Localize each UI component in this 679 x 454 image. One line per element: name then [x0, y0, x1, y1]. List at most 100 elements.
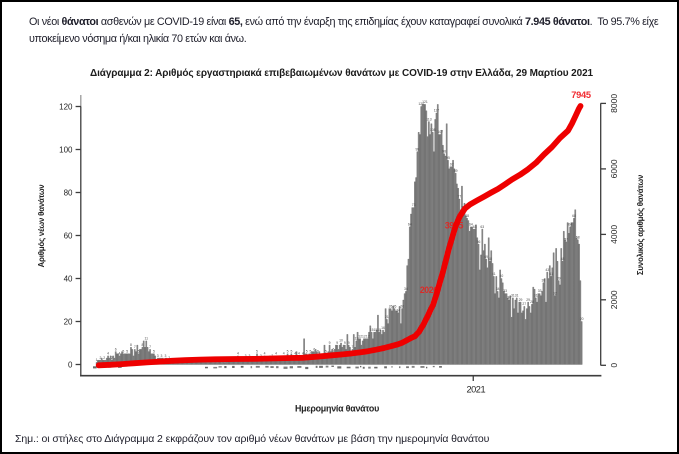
svg-text:12: 12 — [362, 334, 366, 338]
svg-text:2: 2 — [111, 356, 113, 360]
svg-text:8000: 8000 — [609, 94, 619, 113]
svg-text:5: 5 — [122, 349, 124, 353]
svg-text:77: 77 — [458, 195, 462, 199]
svg-text:2: 2 — [168, 356, 170, 360]
svg-text:31: 31 — [515, 294, 519, 298]
svg-text:12: 12 — [358, 334, 362, 338]
svg-text:31: 31 — [511, 294, 515, 298]
svg-text:9: 9 — [336, 341, 338, 345]
svg-text:4: 4 — [275, 352, 277, 356]
svg-text:4: 4 — [283, 352, 285, 356]
svg-text:120: 120 — [59, 102, 73, 111]
svg-text:3: 3 — [157, 354, 159, 358]
svg-text:120: 120 — [418, 102, 424, 106]
svg-text:5: 5 — [325, 349, 327, 353]
svg-text:121: 121 — [422, 100, 428, 104]
svg-text:3: 3 — [164, 354, 166, 358]
svg-text:34: 34 — [496, 287, 500, 291]
svg-text:63: 63 — [473, 225, 477, 229]
svg-text:8: 8 — [130, 343, 132, 347]
svg-text:33: 33 — [538, 289, 542, 293]
svg-text:80: 80 — [64, 188, 73, 197]
svg-text:6: 6 — [332, 347, 334, 351]
svg-text:24: 24 — [396, 309, 400, 313]
svg-text:98: 98 — [442, 150, 446, 154]
svg-text:11: 11 — [355, 337, 359, 341]
svg-text:58: 58 — [576, 236, 580, 240]
svg-text:10: 10 — [339, 339, 343, 343]
svg-text:107: 107 — [437, 130, 443, 134]
svg-text:3: 3 — [245, 354, 247, 358]
svg-text:4: 4 — [302, 352, 304, 356]
svg-text:60: 60 — [64, 231, 73, 240]
svg-text:92: 92 — [450, 162, 454, 166]
svg-text:26: 26 — [389, 304, 393, 308]
svg-text:Συνολικός αριθμός θανάτων: Συνολικός αριθμός θανάτων — [636, 174, 645, 275]
svg-text:4: 4 — [298, 352, 300, 356]
svg-text:64: 64 — [408, 223, 412, 227]
svg-text:6000: 6000 — [609, 159, 619, 178]
svg-text:5: 5 — [256, 349, 258, 353]
svg-text:63: 63 — [480, 225, 484, 229]
svg-text:2: 2 — [99, 356, 101, 360]
svg-text:20: 20 — [580, 317, 584, 321]
svg-text:3: 3 — [248, 354, 250, 358]
svg-text:3: 3 — [260, 354, 262, 358]
svg-text:7: 7 — [149, 345, 151, 349]
svg-text:95: 95 — [446, 156, 450, 160]
svg-text:8: 8 — [141, 343, 143, 347]
svg-text:64: 64 — [469, 223, 473, 227]
svg-text:11: 11 — [145, 337, 149, 341]
svg-text:21: 21 — [385, 315, 389, 319]
svg-text:5: 5 — [138, 349, 140, 353]
svg-text:40: 40 — [500, 274, 504, 278]
svg-text:4: 4 — [264, 352, 266, 356]
svg-text:5: 5 — [126, 349, 128, 353]
svg-text:5: 5 — [317, 349, 319, 353]
svg-text:32: 32 — [553, 291, 557, 295]
svg-text:5: 5 — [287, 349, 289, 353]
svg-text:4: 4 — [107, 352, 109, 356]
svg-text:Ημερομηνία θανάτου: Ημερομηνία θανάτου — [295, 404, 379, 414]
svg-text:2021: 2021 — [466, 385, 485, 395]
svg-text:9: 9 — [348, 341, 350, 345]
svg-text:15: 15 — [370, 328, 374, 332]
svg-text:108: 108 — [430, 128, 436, 132]
svg-text:26: 26 — [393, 304, 397, 308]
svg-text:100: 100 — [59, 145, 73, 154]
svg-text:68: 68 — [572, 214, 576, 218]
svg-text:40: 40 — [64, 274, 73, 283]
svg-text:26: 26 — [400, 304, 404, 308]
svg-text:4000: 4000 — [609, 225, 619, 244]
svg-text:4: 4 — [237, 352, 239, 356]
svg-text:15: 15 — [377, 328, 381, 332]
svg-text:5: 5 — [153, 349, 155, 353]
svg-text:5: 5 — [306, 349, 308, 353]
svg-text:57: 57 — [564, 238, 568, 242]
svg-text:7945: 7945 — [571, 90, 591, 100]
svg-text:41: 41 — [549, 272, 553, 276]
svg-text:4: 4 — [119, 352, 121, 356]
svg-text:2026: 2026 — [420, 285, 439, 295]
svg-text:31: 31 — [534, 294, 538, 298]
svg-text:6: 6 — [115, 347, 117, 351]
svg-text:5: 5 — [290, 349, 292, 353]
svg-text:68: 68 — [465, 214, 469, 218]
svg-text:43: 43 — [545, 268, 549, 272]
svg-text:0: 0 — [609, 363, 619, 368]
svg-text:9: 9 — [344, 341, 346, 345]
svg-text:39: 39 — [557, 276, 561, 280]
svg-text:56: 56 — [477, 240, 481, 244]
svg-text:34: 34 — [404, 287, 408, 291]
svg-text:15: 15 — [374, 328, 378, 332]
svg-text:1: 1 — [96, 358, 98, 362]
svg-text:7: 7 — [352, 345, 354, 349]
svg-text:2: 2 — [103, 356, 105, 360]
svg-text:29: 29 — [526, 298, 530, 302]
svg-text:2000: 2000 — [609, 290, 619, 309]
svg-text:28: 28 — [530, 300, 534, 304]
svg-text:12: 12 — [366, 334, 370, 338]
svg-text:5: 5 — [310, 349, 312, 353]
svg-text:27: 27 — [522, 302, 526, 306]
svg-text:7: 7 — [134, 345, 136, 349]
